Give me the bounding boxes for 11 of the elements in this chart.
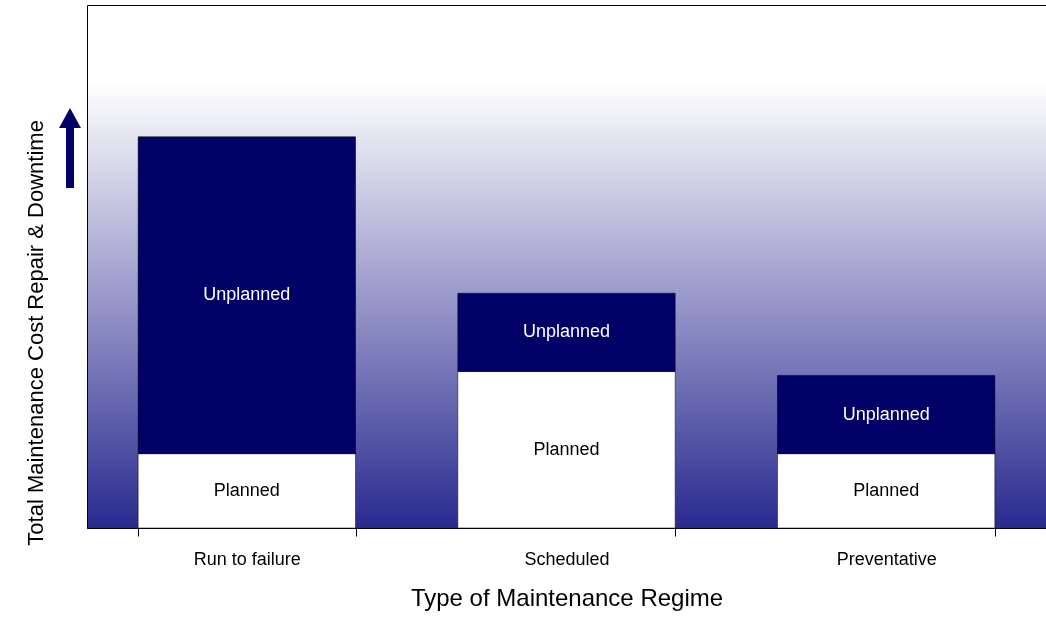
text: Planned — [853, 479, 920, 500]
x-axis-title: Type of Maintenance Regime — [410, 583, 724, 611]
text: Unplanned — [842, 403, 930, 424]
x-tick-label: Preventative — [836, 548, 937, 569]
series-label: Unplanned — [522, 321, 611, 342]
x-tick-label: Run to failure — [193, 548, 301, 569]
x-tick-label: Scheduled — [524, 548, 610, 569]
series-label: Planned — [213, 479, 280, 500]
text: Planned — [533, 438, 600, 459]
y-axis-title: Total Maintenance Cost Repair & Downtime — [22, 120, 48, 546]
text: Unplanned — [203, 284, 291, 305]
